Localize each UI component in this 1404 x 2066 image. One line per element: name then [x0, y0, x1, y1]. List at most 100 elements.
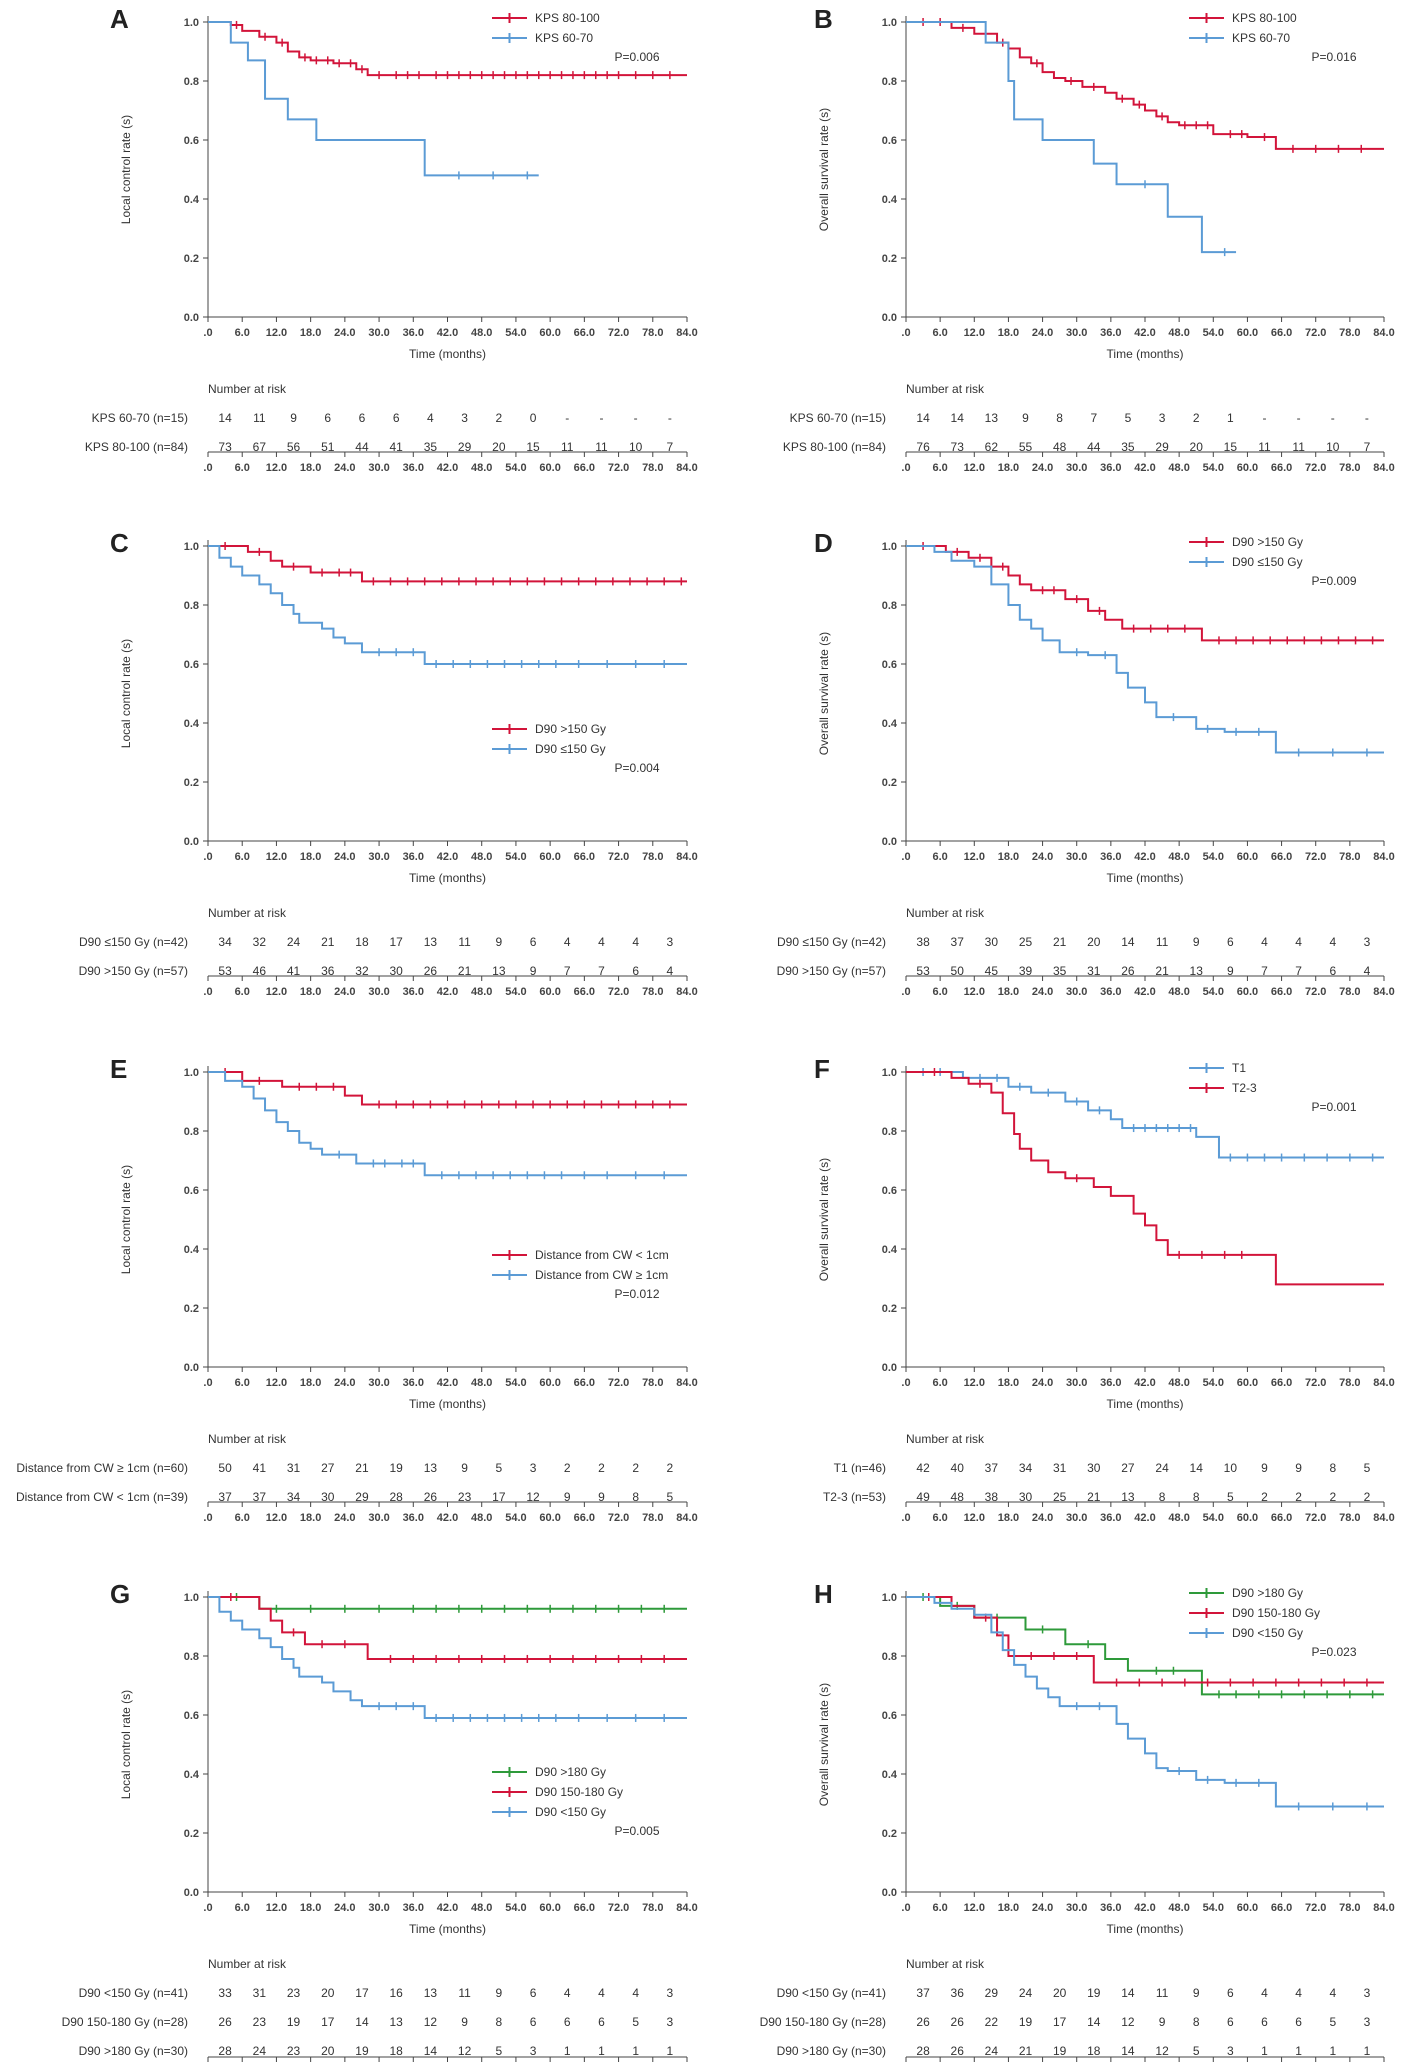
x-tick-label: 30.0 [1066, 1377, 1087, 1389]
legend-label: D90 >180 Gy [535, 1765, 606, 1779]
risk-value: 26 [916, 2015, 930, 2029]
risk-x-tick-label: 18.0 [300, 986, 321, 998]
risk-value: 4 [598, 935, 605, 949]
risk-value: 5 [495, 2044, 502, 2058]
x-tick-label: 54.0 [505, 1902, 526, 1914]
risk-value: 16 [389, 1986, 403, 2000]
risk-value: 1 [1295, 2044, 1302, 2058]
risk-x-tick-label: 48.0 [1168, 462, 1189, 474]
risk-value: 11 [458, 1986, 471, 2000]
risk-value: 1 [667, 2044, 674, 2058]
risk-value: 39 [1019, 964, 1033, 978]
risk-x-tick-label: 66.0 [574, 986, 595, 998]
y-tick-label: 1.0 [184, 1067, 199, 1079]
x-tick-label: 24.0 [1032, 851, 1053, 863]
risk-value: 5 [1364, 1461, 1371, 1475]
risk-value: 12 [526, 1490, 540, 1504]
risk-value: 6 [359, 411, 366, 425]
x-tick-label: 12.0 [964, 851, 985, 863]
risk-x-tick-label: 18.0 [300, 1512, 321, 1524]
panel-label: F [814, 1054, 830, 1084]
risk-value: 8 [1159, 1490, 1166, 1504]
y-tick-label: 0.0 [184, 312, 199, 324]
risk-value: 41 [253, 1461, 267, 1475]
risk-value: 38 [985, 1490, 999, 1504]
x-tick-label: 42.0 [437, 1377, 458, 1389]
risk-value: 4 [667, 964, 674, 978]
risk-value: 14 [1121, 1986, 1135, 2000]
y-axis-title: Overall survival rate (s) [817, 108, 831, 231]
risk-x-tick-label: 60.0 [1237, 462, 1258, 474]
risk-x-tick-label: 24.0 [1032, 462, 1053, 474]
x-tick-label: 30.0 [368, 1902, 389, 1914]
risk-value: 4 [1329, 1986, 1336, 2000]
x-tick-label: 84.0 [676, 327, 697, 339]
y-tick-label: 0.8 [184, 1126, 199, 1138]
risk-x-tick-label: 54.0 [505, 986, 526, 998]
risk-value: 13 [492, 964, 506, 978]
x-tick-label: 18.0 [300, 1377, 321, 1389]
risk-value: 12 [1121, 2015, 1135, 2029]
p-value: P=0.009 [1311, 574, 1356, 588]
risk-value: 12 [458, 2044, 472, 2058]
y-axis-title: Local control rate (s) [119, 639, 133, 748]
risk-value: 11 [253, 411, 266, 425]
risk-x-tick-label: 84.0 [1373, 1512, 1394, 1524]
panel-label: B [814, 4, 833, 34]
risk-x-tick-label: 60.0 [539, 986, 560, 998]
x-tick-label: 42.0 [1134, 1902, 1155, 1914]
risk-value: 5 [667, 1490, 674, 1504]
risk-value: 27 [1121, 1461, 1135, 1475]
risk-x-tick-label: .0 [203, 462, 212, 474]
risk-x-tick-label: 78.0 [642, 462, 663, 474]
risk-value: 49 [916, 1490, 930, 1504]
risk-value: 38 [916, 935, 930, 949]
x-tick-label: 66.0 [1271, 1902, 1292, 1914]
x-tick-label: 30.0 [1066, 851, 1087, 863]
x-tick-label: 66.0 [1271, 327, 1292, 339]
risk-x-tick-label: 48.0 [1168, 986, 1189, 998]
legend-label: D90 ≤150 Gy [1232, 555, 1303, 569]
risk-value: 11 [458, 935, 471, 949]
y-tick-label: 0.0 [882, 1887, 897, 1899]
p-value: P=0.012 [614, 1287, 659, 1301]
risk-value: 30 [1019, 1490, 1033, 1504]
risk-value: 13 [985, 411, 999, 425]
risk-value: 14 [951, 411, 965, 425]
risk-value: 41 [389, 440, 403, 454]
risk-value: 19 [355, 2044, 369, 2058]
risk-x-tick-label: 6.0 [235, 462, 250, 474]
risk-value: 8 [1193, 1490, 1200, 1504]
risk-value: 3 [530, 1461, 537, 1475]
panel-label: A [110, 4, 129, 34]
risk-x-tick-label: .0 [203, 986, 212, 998]
risk-value: 3 [667, 2015, 674, 2029]
risk-value: 21 [1053, 935, 1067, 949]
risk-value: 23 [253, 2015, 267, 2029]
risk-x-tick-label: 66.0 [1271, 462, 1292, 474]
x-axis-title: Time (months) [409, 1922, 486, 1936]
risk-x-tick-label: 72.0 [608, 986, 629, 998]
risk-value: 23 [287, 2044, 301, 2058]
risk-value: 3 [1364, 2015, 1371, 2029]
risk-value: 51 [321, 440, 335, 454]
y-tick-label: 0.0 [882, 312, 897, 324]
risk-value: 4 [1364, 964, 1371, 978]
risk-table-title: Number at risk [906, 906, 985, 920]
x-tick-label: 60.0 [1237, 327, 1258, 339]
x-tick-label: 84.0 [1373, 1377, 1394, 1389]
risk-value: 20 [321, 2044, 335, 2058]
risk-x-tick-label: 54.0 [1203, 986, 1224, 998]
risk-x-tick-label: 12.0 [964, 1512, 985, 1524]
risk-value: 17 [321, 2015, 335, 2029]
risk-x-tick-label: 6.0 [235, 1512, 250, 1524]
y-tick-label: 0.8 [184, 76, 199, 88]
series-2 [906, 1596, 1384, 1811]
risk-row-label: Distance from CW ≥ 1cm (n=60) [16, 1461, 188, 1475]
risk-x-tick-label: 42.0 [437, 1512, 458, 1524]
risk-value: 26 [1121, 964, 1135, 978]
risk-x-tick-label: 84.0 [1373, 462, 1394, 474]
survival-curve [906, 545, 1384, 642]
risk-x-tick-label: 72.0 [608, 1512, 629, 1524]
